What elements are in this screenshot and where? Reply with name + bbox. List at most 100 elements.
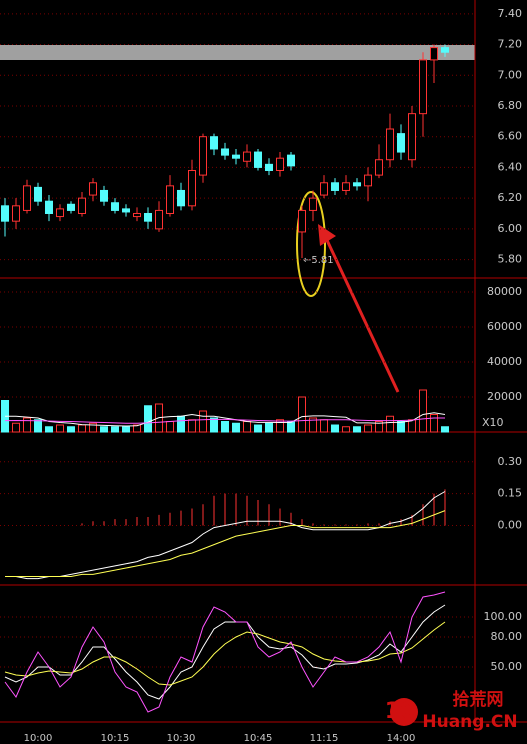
- y-tick-label: 0.15: [498, 487, 523, 500]
- volume-bar: [243, 421, 251, 433]
- y-tick-label: 6.80: [498, 99, 523, 112]
- candle-body: [12, 205, 20, 222]
- indicator-line: [5, 510, 446, 577]
- volume-bar: [67, 426, 75, 433]
- y-tick-label: 60000: [487, 320, 522, 333]
- y-tick-label: 7.40: [498, 7, 523, 20]
- candle-body: [419, 59, 427, 115]
- candle-body: [89, 182, 97, 196]
- candle-body: [386, 128, 394, 161]
- candle-body: [67, 203, 75, 211]
- candle-body: [177, 189, 185, 207]
- volume-bar: [386, 415, 394, 433]
- y-tick-label: 0.30: [498, 455, 523, 468]
- indicator-line: [5, 491, 446, 580]
- volume-bar: [232, 422, 240, 433]
- volume-bar: [210, 417, 218, 433]
- indicator-line: [4, 604, 446, 700]
- low-annotation: ←5.81: [303, 255, 334, 266]
- logo-circle: [390, 698, 418, 726]
- indicator-line: [5, 412, 446, 427]
- x-tick-label: 10:45: [244, 733, 273, 744]
- x-tick-label: 10:00: [24, 733, 53, 744]
- candle-body: [111, 202, 119, 211]
- arrow-shaft: [324, 237, 400, 393]
- y-tick-label: 6.60: [498, 130, 523, 143]
- volume-bar: [100, 426, 108, 433]
- candle-body: [23, 185, 31, 211]
- volume-bar: [34, 419, 42, 433]
- y-tick-label: 20000: [487, 390, 522, 403]
- candle-body: [298, 209, 306, 233]
- y-tick-label: 100.00: [484, 610, 523, 623]
- candle-body: [375, 159, 383, 176]
- volume-bar: [144, 405, 152, 433]
- volume-bar: [177, 415, 185, 433]
- candle-body: [56, 208, 64, 218]
- candle-body: [265, 163, 273, 171]
- candle-body: [1, 205, 9, 222]
- candle-body: [221, 148, 229, 156]
- candle-body: [441, 47, 449, 53]
- volume-bar: [188, 419, 196, 433]
- price-highlight-band: [0, 45, 475, 60]
- volume-bar: [430, 414, 438, 433]
- candle-body: [78, 197, 86, 214]
- volume-bar: [309, 417, 317, 433]
- arrow-head: [318, 224, 336, 246]
- candle-body: [243, 151, 251, 162]
- logo-domain: Huang.CN: [422, 712, 517, 732]
- candle-body: [364, 174, 372, 187]
- logo: 10 拾荒网 Huang.CN: [385, 689, 518, 732]
- candle-body: [100, 189, 108, 202]
- y-tick-label: 6.20: [498, 191, 523, 204]
- volume-bar: [331, 424, 339, 433]
- candle-body: [188, 169, 196, 207]
- candle-body: [166, 185, 174, 214]
- volume-bar: [166, 421, 174, 433]
- volume-bar: [12, 422, 20, 433]
- candle-body: [353, 182, 361, 187]
- volume-bar: [375, 421, 383, 433]
- candle-body: [133, 212, 141, 218]
- candle-body: [397, 133, 405, 153]
- volume-bar: [23, 417, 31, 433]
- y-tick-label: 40000: [487, 355, 522, 368]
- volume-bar: [254, 424, 262, 433]
- candle-body: [342, 182, 350, 191]
- y-tick-label: 7.20: [498, 38, 523, 51]
- candle-body: [199, 136, 207, 176]
- volume-unit: X10: [482, 416, 504, 429]
- volume-bar: [353, 426, 361, 433]
- volume-bar: [133, 424, 141, 433]
- logo-name: 拾荒网: [453, 689, 504, 710]
- volume-bar: [441, 426, 449, 433]
- candle-body: [287, 154, 295, 167]
- volume-bar: [287, 421, 295, 433]
- candle-body: [276, 157, 284, 171]
- volume-bar: [45, 426, 53, 433]
- volume-bar: [56, 424, 64, 433]
- indicator-line: [4, 621, 446, 686]
- volume-bar: [298, 396, 306, 433]
- y-tick-label: 80000: [487, 285, 522, 298]
- candle-body: [408, 113, 416, 161]
- x-tick-label: 10:30: [167, 733, 196, 744]
- x-tick-label: 11:15: [310, 733, 339, 744]
- volume-bar: [419, 389, 427, 433]
- y-tick-label: 50.00: [491, 660, 523, 673]
- candle-body: [254, 151, 262, 168]
- volume-bar: [397, 421, 405, 433]
- candle-body: [34, 186, 42, 202]
- y-tick-label: 5.80: [498, 253, 523, 266]
- y-tick-label: 6.40: [498, 160, 523, 173]
- volume-bar: [111, 426, 119, 433]
- volume-bar: [342, 426, 350, 433]
- candle-body: [155, 209, 163, 230]
- highlight-ellipse: [296, 191, 326, 297]
- volume-bar: [320, 419, 328, 433]
- y-tick-label: 7.00: [498, 68, 523, 81]
- candle-body: [122, 208, 130, 213]
- volume-bar: [221, 421, 229, 433]
- x-tick-label: 10:15: [101, 733, 130, 744]
